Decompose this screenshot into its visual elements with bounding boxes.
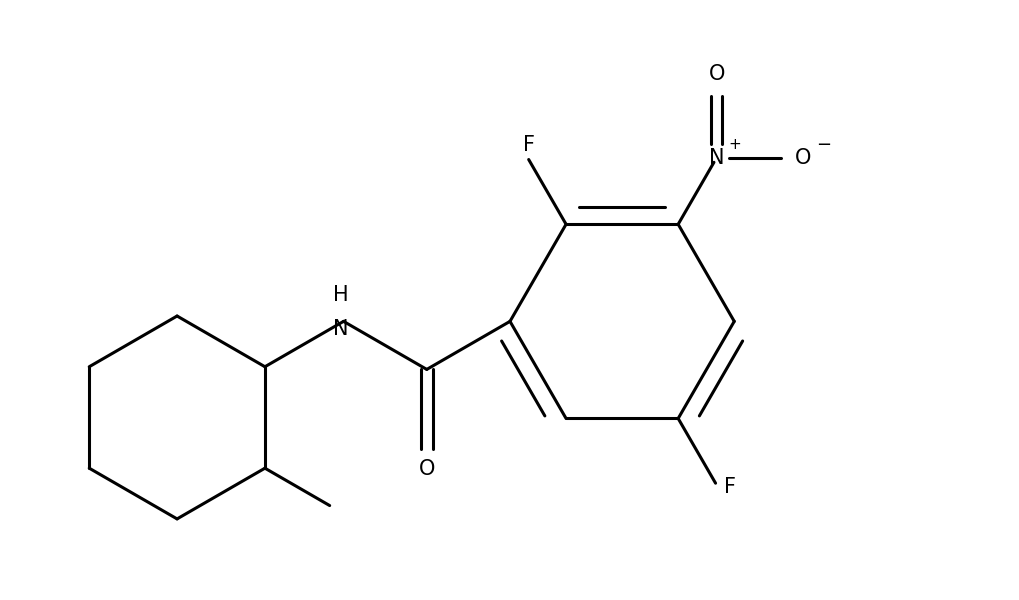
Text: −: − <box>815 136 830 154</box>
Text: F: F <box>723 478 736 497</box>
Text: N: N <box>332 319 347 339</box>
Text: O: O <box>418 459 434 479</box>
Text: F: F <box>522 135 534 155</box>
Text: N: N <box>708 148 723 167</box>
Text: O: O <box>794 148 810 167</box>
Text: H: H <box>332 286 347 305</box>
Text: O: O <box>708 64 725 84</box>
Text: +: + <box>728 137 741 152</box>
